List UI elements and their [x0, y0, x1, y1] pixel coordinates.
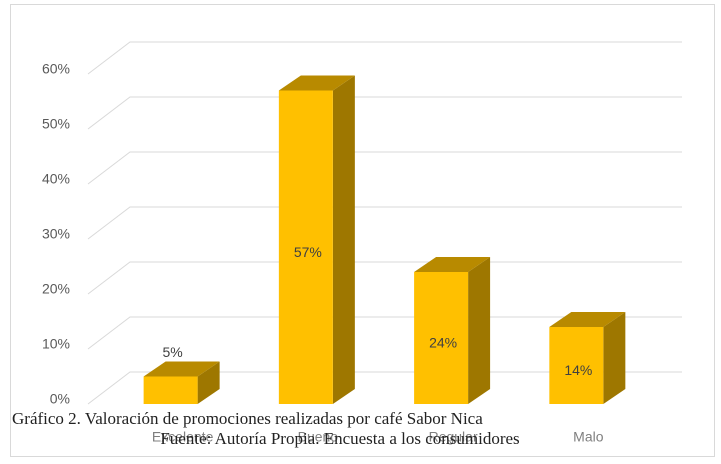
grid-line — [87, 371, 682, 405]
x-tick-label: Bueno — [298, 429, 339, 445]
bar-side — [603, 312, 626, 404]
bar-front — [143, 376, 198, 404]
y-tick-label: 50% — [42, 116, 70, 132]
bar-top — [414, 257, 491, 272]
y-tick-label: 40% — [42, 171, 70, 187]
grid-line — [87, 206, 682, 240]
bar-front — [549, 327, 604, 404]
bar — [143, 361, 220, 404]
y-tick-label: 20% — [42, 281, 70, 297]
bar-front — [278, 90, 333, 404]
value-label: 14% — [564, 362, 592, 378]
y-tick-label: 30% — [42, 226, 70, 242]
source: Fuente: Autoría Propia. Encuesta a los c… — [160, 429, 519, 448]
bar-side — [197, 361, 220, 404]
value-label: 57% — [294, 244, 322, 260]
grid-line — [87, 151, 682, 185]
bar-top — [549, 312, 626, 327]
bar — [278, 75, 355, 404]
grid-line — [87, 316, 682, 350]
bar-top — [143, 361, 220, 377]
grid-line — [87, 41, 682, 75]
grid-line — [87, 96, 682, 130]
bar-front — [414, 272, 469, 404]
y-tick-label: 0% — [50, 391, 70, 407]
bar — [414, 257, 491, 404]
value-label: 5% — [163, 344, 183, 360]
bar-side — [332, 75, 355, 404]
value-label: 24% — [429, 335, 457, 351]
bar — [549, 312, 626, 404]
bar-top — [278, 75, 355, 91]
x-tick-label: Excelente — [152, 429, 214, 445]
x-tick-label: Malo — [573, 429, 604, 445]
y-tick-label: 10% — [42, 336, 70, 352]
caption: Gráfico 2. Valoración de promociones rea… — [12, 409, 483, 428]
grid-line — [87, 261, 682, 295]
chart-border — [10, 4, 715, 457]
bar-side — [468, 257, 491, 404]
plot-area: 0% 10% 20% 30% 40% 50% 60% Excelente 5% Bueno 57% R… — [42, 41, 682, 445]
y-tick-label: 60% — [42, 61, 70, 77]
x-tick-label: Regular — [429, 429, 478, 445]
